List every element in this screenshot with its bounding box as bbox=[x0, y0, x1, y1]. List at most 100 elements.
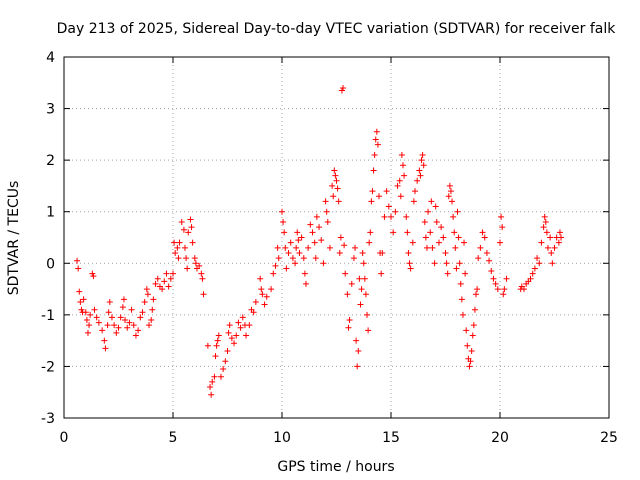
data-point bbox=[184, 265, 191, 272]
data-point bbox=[411, 188, 418, 195]
data-point bbox=[268, 286, 275, 293]
data-point bbox=[334, 185, 341, 192]
data-point bbox=[225, 329, 232, 336]
data-point bbox=[337, 234, 344, 241]
data-point bbox=[309, 229, 316, 236]
data-point bbox=[215, 332, 222, 339]
data-point bbox=[235, 319, 242, 326]
data-point bbox=[422, 234, 429, 241]
data-point bbox=[373, 128, 380, 135]
data-point bbox=[175, 255, 182, 262]
data-point bbox=[479, 229, 486, 236]
data-point bbox=[101, 337, 108, 344]
data-point bbox=[468, 347, 475, 354]
data-point bbox=[137, 314, 144, 321]
data-point bbox=[461, 239, 468, 246]
data-point bbox=[538, 239, 545, 246]
data-point bbox=[82, 309, 89, 316]
data-point bbox=[551, 244, 558, 251]
data-point bbox=[356, 275, 363, 282]
data-point bbox=[148, 317, 155, 324]
data-point bbox=[474, 286, 481, 293]
data-point bbox=[431, 260, 438, 267]
data-point bbox=[359, 249, 366, 256]
data-point bbox=[497, 239, 503, 246]
data-point bbox=[208, 391, 215, 398]
data-point bbox=[378, 270, 385, 277]
data-point bbox=[326, 244, 333, 251]
data-point bbox=[124, 324, 131, 331]
data-point bbox=[329, 182, 336, 189]
data-point bbox=[119, 304, 126, 311]
data-point bbox=[80, 296, 87, 303]
data-point bbox=[115, 324, 122, 331]
data-point bbox=[540, 224, 547, 231]
data-point bbox=[520, 286, 527, 293]
data-point bbox=[392, 208, 399, 215]
data-point bbox=[350, 255, 357, 262]
data-point bbox=[181, 244, 188, 251]
data-point bbox=[341, 242, 348, 249]
data-point bbox=[233, 332, 240, 339]
data-point bbox=[358, 286, 365, 293]
data-point bbox=[438, 224, 445, 231]
data-point bbox=[294, 229, 301, 236]
data-point bbox=[281, 229, 288, 236]
data-point bbox=[258, 286, 265, 293]
data-point bbox=[283, 265, 290, 272]
data-point bbox=[548, 249, 555, 256]
y-tick-label: 3 bbox=[46, 102, 55, 118]
data-point bbox=[429, 244, 436, 251]
x-tick-label: 5 bbox=[169, 430, 178, 446]
data-point bbox=[366, 239, 373, 246]
data-point bbox=[453, 265, 460, 272]
data-point bbox=[394, 182, 401, 189]
data-point bbox=[452, 244, 459, 251]
data-point bbox=[324, 219, 331, 226]
data-point bbox=[383, 188, 390, 195]
data-point bbox=[414, 177, 421, 184]
data-point bbox=[161, 278, 168, 285]
data-point bbox=[500, 291, 507, 298]
data-point bbox=[257, 275, 264, 282]
data-point bbox=[405, 249, 412, 256]
data-point bbox=[316, 224, 323, 231]
data-point bbox=[176, 239, 183, 246]
data-point bbox=[354, 363, 361, 370]
data-point bbox=[433, 219, 440, 226]
data-point bbox=[529, 270, 536, 277]
data-point bbox=[323, 208, 330, 215]
data-point bbox=[353, 337, 360, 344]
data-point bbox=[130, 322, 137, 329]
data-point bbox=[432, 203, 439, 210]
data-point bbox=[503, 275, 510, 282]
data-point bbox=[342, 270, 349, 277]
data-point bbox=[280, 219, 287, 226]
data-point bbox=[470, 322, 477, 329]
y-tick-label: -1 bbox=[41, 308, 55, 324]
data-point bbox=[196, 262, 203, 269]
data-point bbox=[93, 314, 100, 321]
data-point bbox=[469, 332, 476, 339]
data-point bbox=[289, 255, 296, 262]
data-point bbox=[427, 229, 434, 236]
data-point bbox=[446, 182, 453, 189]
data-point bbox=[449, 198, 456, 205]
data-point bbox=[126, 319, 133, 326]
data-point bbox=[467, 358, 474, 365]
data-point bbox=[220, 366, 227, 373]
data-point bbox=[406, 260, 413, 267]
data-point bbox=[149, 306, 156, 313]
data-point bbox=[456, 260, 463, 267]
data-point bbox=[74, 257, 81, 264]
data-point bbox=[279, 208, 285, 215]
data-point bbox=[243, 332, 250, 339]
data-point bbox=[135, 327, 142, 334]
data-point bbox=[499, 224, 506, 231]
data-point bbox=[159, 286, 166, 293]
data-point bbox=[534, 255, 541, 262]
data-point bbox=[226, 322, 233, 329]
data-point bbox=[91, 306, 98, 313]
data-point bbox=[252, 298, 259, 305]
data-point bbox=[335, 198, 342, 205]
